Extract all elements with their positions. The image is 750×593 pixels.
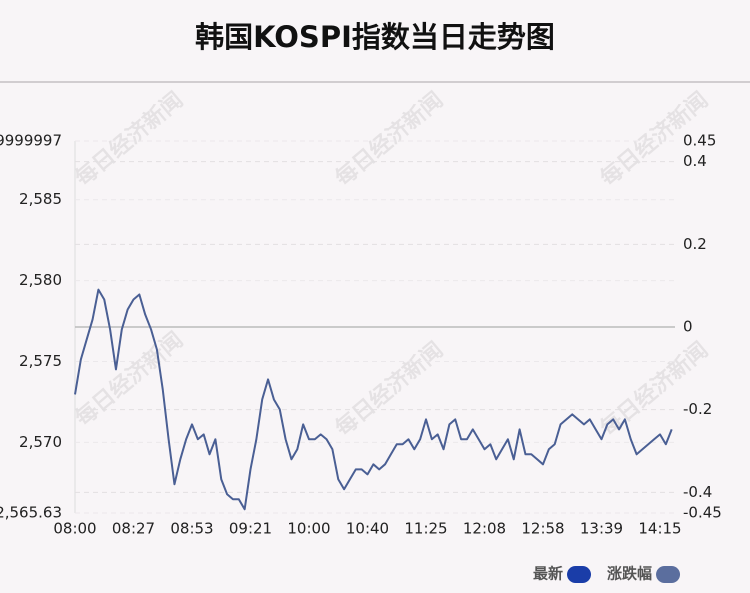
- y2-tick-label: -0.45: [683, 504, 722, 522]
- y-tick-label: 2,585: [19, 190, 62, 208]
- y2-tick-label: -0.4: [683, 483, 712, 501]
- legend-swatch: [656, 566, 681, 583]
- y-tick-label: 9999997: [0, 132, 62, 150]
- watermark: 每日经济新闻: [595, 337, 713, 442]
- x-tick-label: 08:53: [170, 520, 213, 538]
- watermark: 每日经济新闻: [70, 327, 188, 432]
- watermark: 每日经济新闻: [330, 337, 448, 442]
- watermark: 每日经济新闻: [330, 87, 448, 192]
- y-tick-label: 2,580: [19, 271, 62, 289]
- y2-tick-label: 0.4: [683, 152, 707, 170]
- x-tick-label: 08:00: [53, 520, 96, 538]
- legend-swatch: [567, 566, 592, 583]
- y2-tick-label: -0.2: [683, 400, 712, 418]
- legend-label: 最新: [533, 565, 563, 583]
- y-tick-label: 2,565.63: [0, 504, 62, 522]
- y-tick-label: 2,575: [19, 352, 62, 370]
- y2-tick-label: 0.45: [683, 132, 716, 150]
- x-tick-label: 12:08: [463, 520, 506, 538]
- x-tick-label: 11:25: [404, 520, 447, 538]
- x-tick-label: 10:00: [287, 520, 330, 538]
- watermark: 每日经济新闻: [70, 87, 188, 192]
- y-tick-label: 2,570: [19, 433, 62, 451]
- x-tick-label: 08:27: [112, 520, 155, 538]
- x-tick-label: 09:21: [229, 520, 272, 538]
- x-tick-label: 13:39: [580, 520, 623, 538]
- chart-title: 韩国KOSPI指数当日走势图: [195, 20, 555, 54]
- y2-tick-label: 0: [683, 318, 693, 336]
- x-tick-label: 14:15: [638, 520, 681, 538]
- y2-tick-label: 0.2: [683, 235, 707, 253]
- legend-label: 涨跌幅: [607, 565, 652, 583]
- price-line: [74, 288, 673, 511]
- x-tick-label: 12:58: [521, 520, 564, 538]
- x-tick-label: 10:40: [346, 520, 389, 538]
